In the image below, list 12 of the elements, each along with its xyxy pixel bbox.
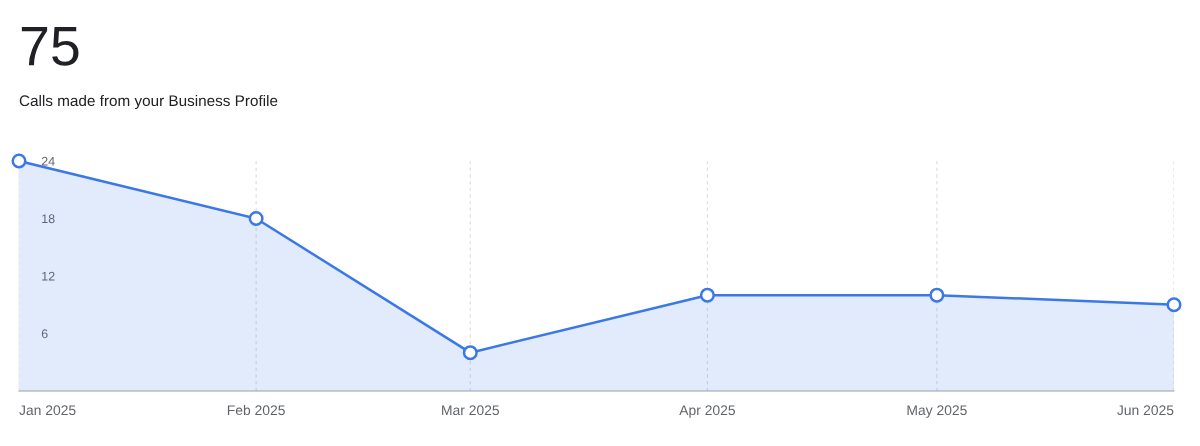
y-tick-label: 6 (41, 329, 48, 339)
x-tick-label: Apr 2025 (679, 405, 736, 418)
x-tick-label: May 2025 (907, 405, 967, 418)
x-tick-label: Mar 2025 (442, 405, 500, 416)
chart-subtitle: Calls made from your Business Profile (19, 94, 278, 110)
x-tick-label: Jan 2025 (19, 405, 76, 416)
y-tick-label: 24 (41, 156, 55, 166)
y-tick-label: 12 (42, 271, 55, 281)
x-tick-label: Feb 2025 (227, 404, 285, 416)
y-tick-label: 18 (42, 214, 55, 224)
x-tick-label: Jun 2025 (1117, 405, 1174, 416)
chart-title: 75 (21, 27, 79, 66)
